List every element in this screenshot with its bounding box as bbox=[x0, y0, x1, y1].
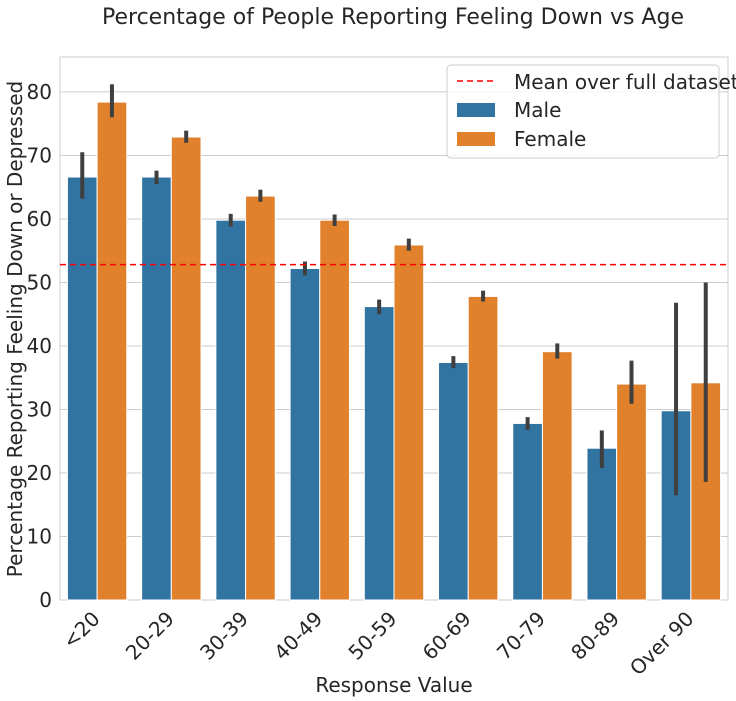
y-tick-label: 80 bbox=[27, 80, 52, 104]
bar-female-5 bbox=[467, 295, 499, 601]
bar-male-7 bbox=[586, 447, 618, 601]
bar-male-4 bbox=[363, 306, 395, 601]
error-bars bbox=[80, 84, 708, 496]
y-tick-label: 70 bbox=[27, 143, 52, 167]
y-tick-label: 10 bbox=[27, 524, 52, 548]
x-tick-label: 50-59 bbox=[343, 607, 401, 665]
y-tick-label: 30 bbox=[27, 397, 52, 421]
y-tick-label: 60 bbox=[27, 207, 52, 231]
y-axis-ticks: 0 10 20 30 40 50 60 70 80 bbox=[27, 80, 52, 612]
bar-female-7 bbox=[616, 383, 647, 601]
x-tick-label: 20-29 bbox=[121, 607, 179, 665]
bar-male-0 bbox=[66, 176, 98, 601]
y-axis-label: Percentage Reporting Feeling Down or Dep… bbox=[3, 81, 27, 577]
legend: Mean over full dataset Male Female bbox=[446, 64, 736, 159]
legend-label-male: Male bbox=[514, 98, 561, 122]
bar-male-6 bbox=[512, 422, 543, 601]
bar-male-5 bbox=[438, 361, 469, 601]
bars bbox=[66, 101, 722, 601]
bar-female-3 bbox=[319, 219, 350, 601]
x-tick-label: 30-39 bbox=[195, 607, 253, 665]
legend-label-mean: Mean over full dataset bbox=[514, 70, 736, 94]
y-tick-label: 40 bbox=[27, 334, 52, 358]
bar-female-1 bbox=[170, 136, 202, 601]
x-tick-label: 70-79 bbox=[492, 607, 550, 665]
x-tick-label: Over 90 bbox=[625, 607, 698, 680]
x-axis-label: Response Value bbox=[315, 673, 472, 697]
y-tick-label: 0 bbox=[39, 588, 52, 612]
bar-female-4 bbox=[393, 244, 425, 601]
x-tick-label: <20 bbox=[58, 607, 105, 654]
x-tick-label: 40-49 bbox=[269, 607, 327, 665]
y-tick-label: 50 bbox=[27, 270, 52, 294]
bar-female-6 bbox=[541, 351, 573, 601]
legend-box bbox=[446, 64, 720, 159]
bar-female-2 bbox=[245, 195, 276, 601]
bar-male-3 bbox=[289, 267, 321, 601]
bar-male-2 bbox=[215, 219, 247, 601]
bar-female-0 bbox=[96, 101, 128, 601]
x-tick-label: 60-69 bbox=[418, 607, 476, 665]
bar-male-1 bbox=[141, 176, 172, 601]
chart-title: Percentage of People Reporting Feeling D… bbox=[102, 5, 684, 30]
legend-label-female: Female bbox=[514, 127, 586, 151]
legend-swatch-male bbox=[457, 103, 495, 117]
x-tick-label: 80-89 bbox=[566, 607, 624, 665]
x-axis-ticks: <20 20-29 30-39 40-49 50-59 60-69 70-79 80-89 Ov… bbox=[58, 607, 699, 680]
y-tick-label: 20 bbox=[27, 461, 52, 485]
legend-swatch-female bbox=[457, 132, 495, 146]
